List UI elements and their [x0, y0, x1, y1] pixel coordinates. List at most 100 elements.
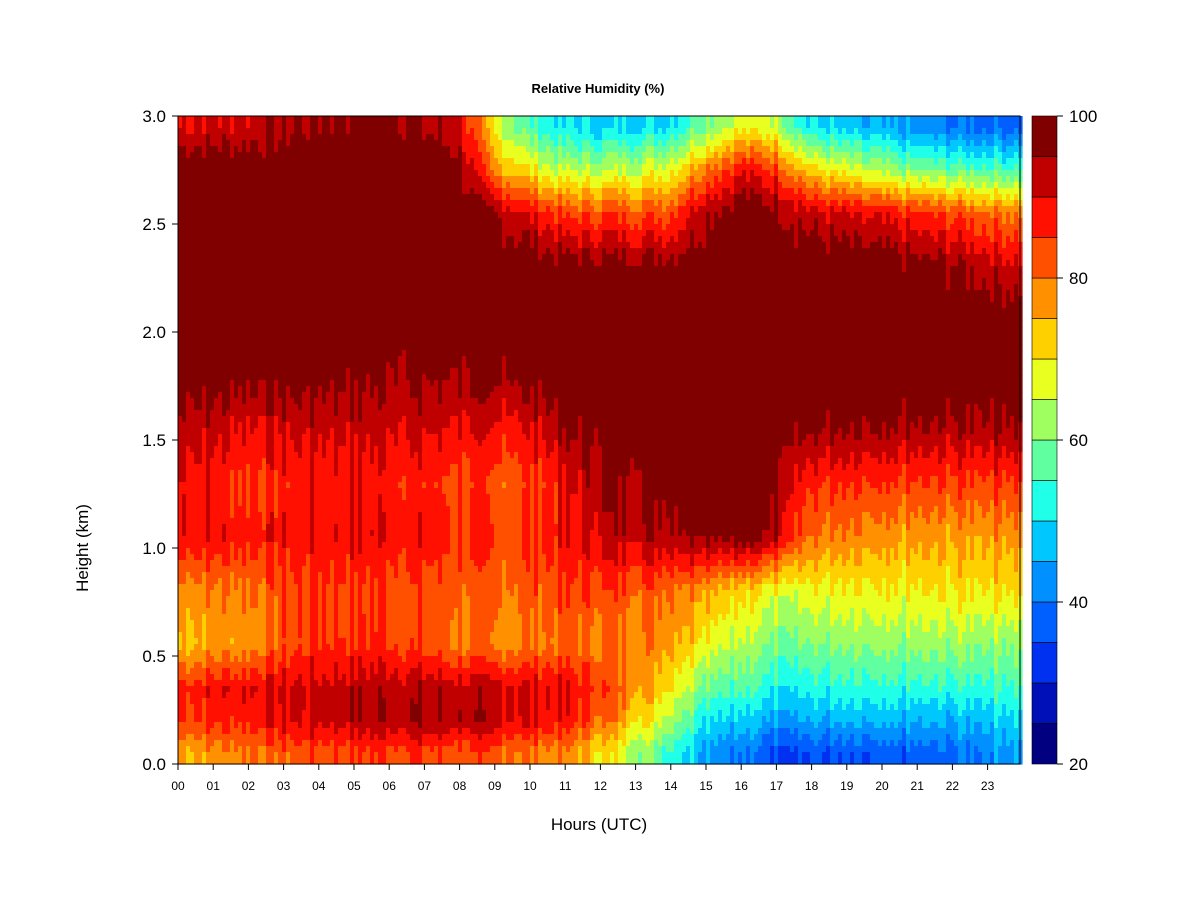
heatmap-cell: [818, 242, 823, 249]
heatmap-cell: [774, 218, 779, 225]
heatmap-cell: [266, 236, 271, 243]
heatmap-cell: [810, 248, 815, 255]
heatmap-cell: [898, 170, 903, 177]
heatmap-cell: [338, 158, 343, 165]
heatmap-cell: [666, 116, 671, 123]
heatmap-cell: [294, 224, 299, 231]
heatmap-cell: [846, 218, 851, 225]
heatmap-cell: [658, 116, 663, 123]
heatmap-cell: [254, 254, 259, 261]
heatmap-cell: [414, 200, 419, 207]
heatmap-cell: [238, 224, 243, 231]
heatmap-cell: [578, 242, 583, 249]
heatmap-cell: [934, 236, 939, 243]
heatmap-cell: [558, 182, 563, 189]
heatmap-cell: [714, 224, 719, 231]
heatmap-cell: [866, 122, 871, 129]
heatmap-cell: [782, 182, 787, 189]
heatmap-cell: [942, 128, 947, 135]
heatmap-cell: [322, 230, 327, 237]
heatmap-cell: [222, 218, 227, 225]
heatmap-cell: [370, 152, 375, 159]
heatmap-cell: [1010, 170, 1015, 177]
heatmap-cell: [178, 236, 183, 243]
heatmap-cell: [198, 176, 203, 183]
heatmap-cell: [838, 212, 843, 219]
heatmap-cell: [918, 152, 923, 159]
heatmap-cell: [398, 134, 403, 141]
heatmap-cell: [738, 194, 743, 201]
heatmap-cell: [466, 158, 471, 165]
heatmap-cell: [362, 200, 367, 207]
heatmap-cell: [262, 188, 267, 195]
heatmap-cell: [326, 218, 331, 225]
heatmap-cell: [186, 122, 191, 129]
heatmap-cell: [338, 248, 343, 255]
heatmap-cell: [198, 230, 203, 237]
heatmap-cell: [410, 212, 415, 219]
heatmap-cell: [726, 134, 731, 141]
heatmap-cell: [402, 230, 407, 237]
heatmap-cell: [218, 140, 223, 147]
heatmap-cell: [242, 200, 247, 207]
heatmap-cell: [702, 164, 707, 171]
heatmap-cell: [578, 254, 583, 261]
heatmap-cell: [278, 164, 283, 171]
heatmap-cell: [654, 248, 659, 255]
heatmap-cell: [902, 146, 907, 153]
heatmap-cell: [374, 176, 379, 183]
heatmap-cell: [474, 230, 479, 237]
heatmap-cell: [482, 206, 487, 213]
heatmap-cell: [674, 146, 679, 153]
heatmap-cell: [918, 194, 923, 201]
heatmap-cell: [958, 170, 963, 177]
heatmap-cell: [386, 200, 391, 207]
heatmap-cell: [858, 140, 863, 147]
heatmap-cell: [814, 116, 819, 123]
heatmap-cell: [814, 176, 819, 183]
heatmap-cell: [786, 152, 791, 159]
heatmap-cell: [850, 224, 855, 231]
heatmap-cell: [838, 122, 843, 129]
heatmap-cell: [954, 194, 959, 201]
heatmap-cell: [370, 206, 375, 213]
heatmap-cell: [746, 122, 751, 129]
heatmap-cell: [422, 194, 427, 201]
heatmap-cell: [626, 128, 631, 135]
heatmap-cell: [822, 200, 827, 207]
heatmap-cell: [470, 218, 475, 225]
heatmap-cell: [346, 134, 351, 141]
heatmap-cell: [798, 170, 803, 177]
heatmap-cell: [862, 140, 867, 147]
heatmap-cell: [494, 206, 499, 213]
heatmap-cell: [706, 140, 711, 147]
heatmap-cell: [670, 218, 675, 225]
heatmap-cell: [834, 134, 839, 141]
heatmap-cell: [522, 164, 527, 171]
heatmap-cell: [398, 218, 403, 225]
heatmap-cell: [986, 218, 991, 225]
heatmap-cell: [630, 188, 635, 195]
heatmap-cell: [750, 188, 755, 195]
heatmap-cell: [626, 188, 631, 195]
heatmap-cell: [946, 176, 951, 183]
heatmap-cell: [822, 146, 827, 153]
heatmap-cell: [390, 218, 395, 225]
heatmap-cell: [414, 248, 419, 255]
heatmap-cell: [638, 206, 643, 213]
heatmap-cell: [814, 200, 819, 207]
heatmap-cell: [906, 194, 911, 201]
heatmap-cell: [774, 164, 779, 171]
heatmap-cell: [610, 116, 615, 123]
heatmap-cell: [306, 212, 311, 219]
heatmap-cell: [298, 188, 303, 195]
heatmap-cell: [270, 206, 275, 213]
heatmap-cell: [282, 254, 287, 261]
heatmap-cell: [374, 152, 379, 159]
heatmap-cell: [218, 134, 223, 141]
heatmap-cell: [694, 200, 699, 207]
heatmap-cell: [950, 224, 955, 231]
heatmap-cell: [342, 140, 347, 147]
heatmap-cell: [978, 242, 983, 249]
heatmap-cell: [666, 134, 671, 141]
